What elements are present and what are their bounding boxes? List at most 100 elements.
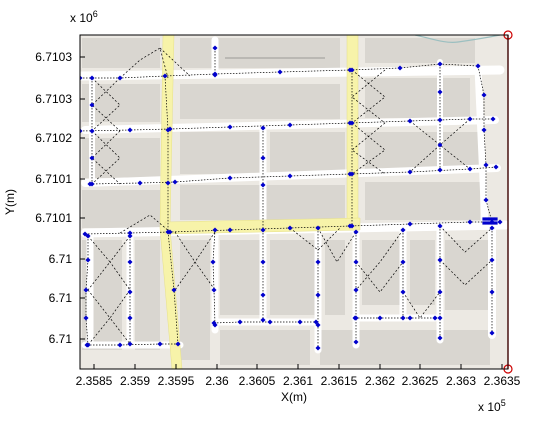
trajectory-node	[493, 164, 499, 170]
trajectory-node	[137, 180, 143, 186]
trajectory-node	[227, 175, 233, 181]
trajectory-node	[227, 124, 233, 130]
y-tick-label: 6.7102	[35, 131, 72, 145]
trajectory-node	[211, 287, 217, 293]
trajectory-node	[400, 259, 406, 265]
trajectory-node	[127, 341, 133, 347]
trajectory-path	[119, 214, 171, 234]
trajectory-node	[482, 221, 486, 225]
trajectory-node	[212, 227, 218, 233]
trajectory-node	[377, 315, 383, 321]
y-tick-label: 6.71	[49, 291, 73, 305]
trajectory-node	[353, 259, 359, 265]
trajectory-path	[355, 261, 404, 293]
trajectory-node	[260, 317, 266, 323]
trajectory-node	[260, 259, 266, 265]
trajectory-node	[260, 292, 266, 298]
trajectory-node	[315, 322, 321, 328]
trajectory-node	[89, 155, 95, 161]
trajectory-node	[485, 221, 489, 225]
x-axis-label: X(m)	[281, 390, 307, 404]
trajectory-node	[315, 225, 321, 231]
trajectory-path	[159, 47, 191, 77]
trajectory-node	[485, 217, 489, 221]
trajectory-node	[172, 179, 178, 185]
trajectory-node	[237, 319, 243, 325]
trajectory-node	[494, 221, 498, 225]
trajectory-node	[165, 229, 171, 235]
trajectory-path	[351, 122, 386, 175]
trajectory-node	[267, 319, 273, 325]
trajectory-node	[349, 171, 355, 177]
trajectory-node	[287, 173, 293, 179]
trajectory-node	[407, 221, 413, 227]
trajectory-node	[315, 292, 321, 298]
trajectory-node	[488, 221, 492, 225]
trajectory-node	[400, 289, 406, 295]
trajectory-node	[80, 75, 83, 81]
trajectory-node	[488, 217, 492, 221]
trajectory-path	[109, 235, 131, 291]
trajectory-node	[437, 315, 443, 321]
x-exponent-label: x 105	[478, 398, 506, 414]
trajectory-node	[407, 169, 413, 175]
trajectory-node	[127, 230, 133, 236]
trajectory-node	[353, 315, 359, 321]
trajectory-node	[494, 217, 498, 221]
trajectory-node	[407, 315, 413, 321]
trajectory-node	[260, 182, 266, 188]
trajectory-path	[213, 321, 316, 324]
y-tick-label: 6.7101	[35, 172, 72, 186]
trajectory-node	[85, 233, 91, 239]
waterway	[414, 35, 501, 43]
trajectory-path	[212, 229, 216, 326]
x-tick-label: 2.3595	[158, 374, 195, 388]
trajectory-node	[353, 339, 359, 345]
trajectory-node	[260, 227, 266, 233]
trajectory-node	[212, 322, 218, 328]
trajectory-node	[432, 315, 438, 321]
trajectory-path	[194, 231, 216, 291]
axes-frame	[79, 34, 509, 370]
trajectory-path	[355, 229, 404, 291]
trajectory-node	[80, 128, 83, 134]
trajectory-path	[439, 225, 493, 253]
trajectory-path	[402, 291, 441, 319]
x-tick-label: 2.3635	[484, 374, 521, 388]
y-tick-label: 6.71	[49, 332, 73, 346]
trajectory-node	[489, 330, 495, 336]
trajectory-path	[89, 166, 497, 185]
trajectory-node	[89, 128, 95, 134]
trajectory-node	[165, 127, 171, 133]
trajectory-path	[80, 63, 479, 79]
trajectory-path	[409, 118, 471, 173]
trajectory-node	[353, 229, 359, 235]
trajectory-path	[87, 235, 111, 291]
trajectory-node	[489, 289, 495, 295]
x-tick-label: 2.363	[446, 374, 476, 388]
trajectory-node	[171, 287, 177, 293]
trajectory-path	[409, 120, 471, 170]
x-tick-label: 2.361	[283, 374, 313, 388]
trajectory-node	[353, 287, 359, 293]
trajectory-node	[482, 217, 486, 221]
basemap	[80, 35, 508, 369]
trajectory-node	[437, 223, 443, 229]
y-tick-label: 6.7103	[35, 92, 72, 106]
trajectory-node	[210, 259, 216, 265]
trajectory-path	[91, 130, 121, 185]
y-axis-label: Y(m)	[3, 189, 17, 215]
y-tick-label: 6.71	[49, 252, 73, 266]
trajectory-node	[157, 341, 163, 347]
y-exponent-label: x 106	[70, 9, 98, 25]
trajectory-path	[109, 289, 131, 345]
trajectory-node	[165, 180, 171, 186]
trajectory-node	[437, 335, 443, 341]
trajectory-node	[227, 227, 233, 233]
trajectory-node	[437, 257, 443, 263]
trajectory-node	[437, 289, 443, 295]
y-axis-ticks: 6.7103 6.7103 6.7102 6.7101 6.7101 6.71 6.71 6.…	[35, 50, 85, 346]
x-tick-label: 2.3605	[239, 374, 276, 388]
trajectory-node	[491, 217, 495, 221]
